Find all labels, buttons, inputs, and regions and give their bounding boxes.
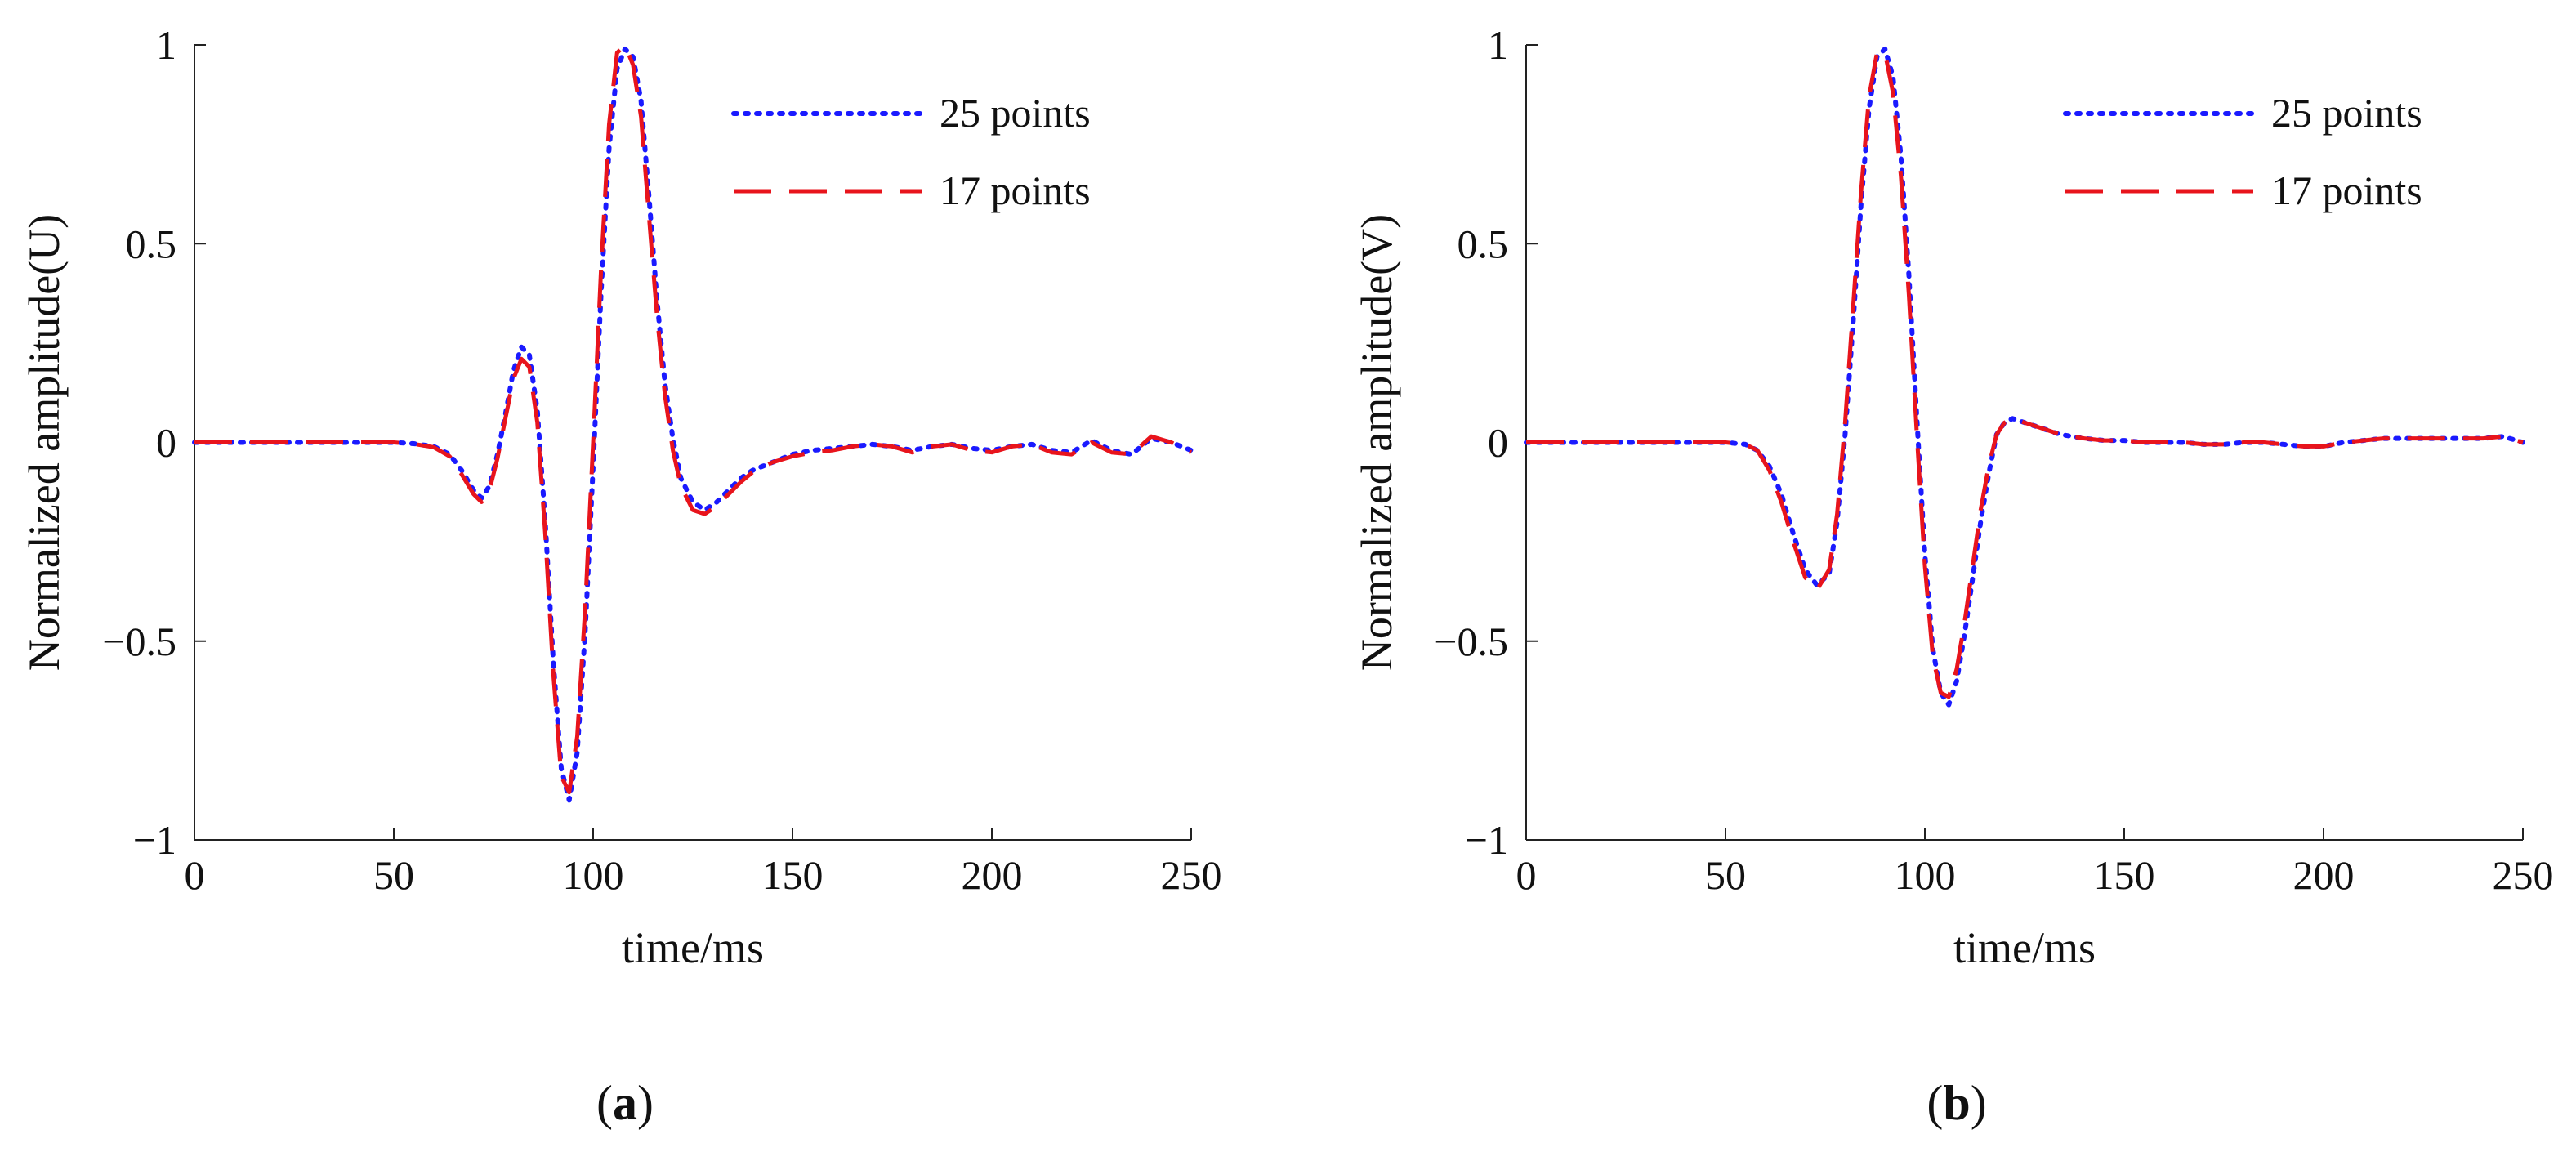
panel-tag-open: ( xyxy=(1926,1076,1943,1130)
y-tick-label: 1 xyxy=(156,22,176,68)
y-tick-label: 0 xyxy=(156,420,176,466)
y-tick-label: −1 xyxy=(133,817,176,863)
x-tick-label: 250 xyxy=(2493,852,2554,898)
x-tick-label: 150 xyxy=(762,852,824,898)
panel-tag-close: ) xyxy=(1971,1076,1987,1130)
y-tick-label: 0.5 xyxy=(126,221,177,266)
x-tick-label: 100 xyxy=(563,852,624,898)
series-line-17-points xyxy=(194,42,1193,795)
x-axis-label: time/ms xyxy=(622,923,764,972)
y-tick-label: 0.5 xyxy=(1458,221,1509,266)
series-line-25-points xyxy=(192,46,1194,803)
x-tick-label: 200 xyxy=(962,852,1023,898)
x-tick-label: 0 xyxy=(185,852,205,898)
legend-label: 17 points xyxy=(2271,167,2422,213)
y-tick-label: −0.5 xyxy=(102,618,176,664)
legend-label: 25 points xyxy=(940,90,1091,136)
series-line-25-points xyxy=(1524,46,2525,708)
x-tick-label: 200 xyxy=(2293,852,2355,898)
x-tick-label: 100 xyxy=(1895,852,1956,898)
y-tick-label: 0 xyxy=(1488,420,1508,466)
panel-tag-open: ( xyxy=(596,1076,613,1130)
panel-a: 0 50 100 150 200 250 −1 −0.5 0 0.5 1 time/ms Normali… xyxy=(20,22,1222,1130)
y-tick-label: 1 xyxy=(1488,22,1508,68)
panel-tag-letter: a xyxy=(613,1076,637,1130)
panel-b: 0 50 100 150 200 250 −1 −0.5 0 0.5 1 time/ms Normali… xyxy=(1352,22,2554,1130)
series-line-17-points xyxy=(1526,51,2524,699)
legend-label: 17 points xyxy=(940,167,1091,213)
x-axis-label: time/ms xyxy=(1953,923,2096,972)
legend-label: 25 points xyxy=(2271,90,2422,136)
panel-tag-close: ) xyxy=(637,1076,654,1130)
y-tick-label: −0.5 xyxy=(1434,618,1508,664)
panel-tag: (b) xyxy=(1926,1076,1986,1130)
y-axis-label: Normalized amplitude(U) xyxy=(20,214,69,671)
x-tick-label: 50 xyxy=(1705,852,1746,898)
y-tick-label: −1 xyxy=(1465,817,1508,863)
panel-tag: (a) xyxy=(596,1076,654,1130)
x-tick-label: 0 xyxy=(1516,852,1537,898)
x-tick-label: 150 xyxy=(2094,852,2155,898)
y-axis-label: Normalized amplitude(V) xyxy=(1352,214,1401,671)
x-tick-label: 250 xyxy=(1161,852,1222,898)
panel-tag-letter: b xyxy=(1943,1076,1970,1130)
x-tick-label: 50 xyxy=(373,852,414,898)
